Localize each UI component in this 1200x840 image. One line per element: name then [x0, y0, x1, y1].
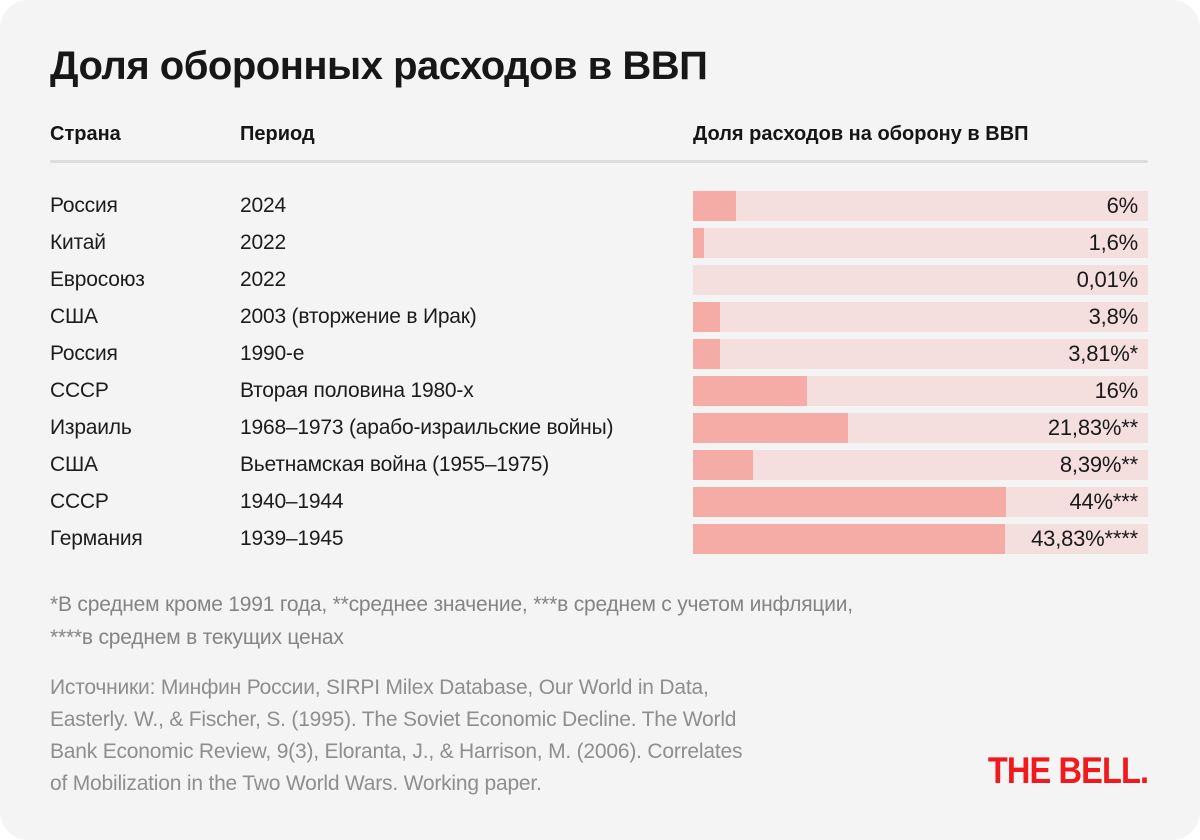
- row-country: СССР: [50, 379, 109, 402]
- row-country: Китай: [50, 231, 106, 254]
- bar-fill: [693, 191, 736, 221]
- bar-value-label: 43,83%****: [1031, 526, 1138, 551]
- bar-value-label: 0,01%: [1076, 267, 1139, 292]
- row-country: Россия: [50, 194, 118, 217]
- row-period: 1968–1973 (арабо-израильские войны): [240, 416, 614, 439]
- row-country: Израиль: [50, 416, 132, 439]
- row-country: США: [50, 453, 98, 476]
- footnote-block: *В среднем кроме 1991 года, **среднее зн…: [50, 588, 1148, 654]
- bar-value-label: 3,8%: [1088, 304, 1139, 329]
- footnote-line: ****в среднем в текущих ценах: [50, 626, 344, 649]
- row-country: Германия: [50, 527, 143, 550]
- table-header-row: Страна Период Доля расходов на оборону в…: [50, 124, 1148, 144]
- column-header-share: Доля расходов на оборону в ВВП: [693, 123, 1029, 145]
- bar-fill: [693, 450, 753, 480]
- table-row: Россия 1990-е 3,81%*: [50, 339, 1148, 369]
- table-row: США 2003 (вторжение в Ирак) 3,8%: [50, 302, 1148, 332]
- table-row: СССР Вторая половина 1980-х 16%: [50, 376, 1148, 406]
- table-row: СССР 1940–1944 44%***: [50, 487, 1148, 517]
- row-period: Вторая половина 1980-х: [240, 379, 474, 402]
- bar-value-label: 16%: [1094, 378, 1139, 403]
- row-country: США: [50, 305, 98, 328]
- header-divider: [50, 160, 1148, 163]
- source-line: Источники: Минфин России, SIRPI Milex Da…: [50, 676, 709, 699]
- bar-track: 44%***: [693, 487, 1148, 517]
- row-period: 2022: [240, 231, 286, 254]
- bar-value-label: 1,6%: [1088, 230, 1139, 255]
- table-row: Германия 1939–1945 43,83%****: [50, 524, 1148, 554]
- column-header-period: Период: [240, 123, 315, 145]
- bar-track: 3,8%: [693, 302, 1148, 332]
- row-period: Вьетнамская война (1955–1975): [240, 453, 550, 476]
- bar-track: 8,39%**: [693, 450, 1148, 480]
- table-row: Россия 2024 6%: [50, 191, 1148, 221]
- source-line: of Mobilization in the Two World Wars. W…: [50, 772, 542, 795]
- bar-fill: [693, 339, 721, 369]
- row-country: СССР: [50, 490, 109, 513]
- bar-value-label: 21,83%**: [1047, 415, 1138, 440]
- row-period: 1939–1945: [240, 527, 344, 550]
- bar-track: 3,81%*: [693, 339, 1148, 369]
- row-period: 2003 (вторжение в Ирак): [240, 305, 477, 328]
- sources-block: Источники: Минфин России, SIRPI Milex Da…: [50, 672, 1148, 800]
- table-rows: Россия 2024 6% Китай 2022 1,6% Евросоюз …: [50, 191, 1148, 554]
- row-period: 2022: [240, 268, 286, 291]
- bar-track: 1,6%: [693, 228, 1148, 258]
- bar-fill: [693, 228, 705, 258]
- bar-fill: [693, 413, 849, 443]
- row-period: 1940–1944: [240, 490, 344, 513]
- row-country: Евросоюз: [50, 268, 145, 291]
- bar-track: 6%: [693, 191, 1148, 221]
- table-row: Китай 2022 1,6%: [50, 228, 1148, 258]
- bar-track: 16%: [693, 376, 1148, 406]
- bar-fill: [693, 376, 807, 406]
- bar-value-label: 6%: [1106, 193, 1139, 218]
- bar-track: 21,83%**: [693, 413, 1148, 443]
- bar-fill: [693, 524, 1005, 554]
- bar-fill: [693, 487, 1006, 517]
- source-line: Bank Economic Review, 9(3), Eloranta, J.…: [50, 740, 743, 763]
- row-period: 2024: [240, 194, 286, 217]
- page-title: Доля оборонных расходов в ВВП: [50, 44, 708, 88]
- table-row: Израиль 1968–1973 (арабо-израильские вой…: [50, 413, 1148, 443]
- table-row: США Вьетнамская война (1955–1975) 8,39%*…: [50, 450, 1148, 480]
- bar-fill: [693, 302, 721, 332]
- bar-track: 0,01%: [693, 265, 1148, 295]
- bar-value-label: 8,39%**: [1059, 452, 1138, 477]
- bar-value-label: 44%***: [1069, 489, 1138, 514]
- row-country: Россия: [50, 342, 118, 365]
- bar-track: 43,83%****: [693, 524, 1148, 554]
- row-period: 1990-е: [240, 342, 305, 365]
- column-header-country: Страна: [50, 123, 121, 145]
- footnote-line: *В среднем кроме 1991 года, **среднее зн…: [50, 593, 853, 616]
- source-line: Easterly. W., & Fischer, S. (1995). The …: [50, 708, 737, 731]
- table-row: Евросоюз 2022 0,01%: [50, 265, 1148, 295]
- the-bell-logo: THE BELL.: [987, 750, 1149, 791]
- bar-value-label: 3,81%*: [1068, 341, 1138, 366]
